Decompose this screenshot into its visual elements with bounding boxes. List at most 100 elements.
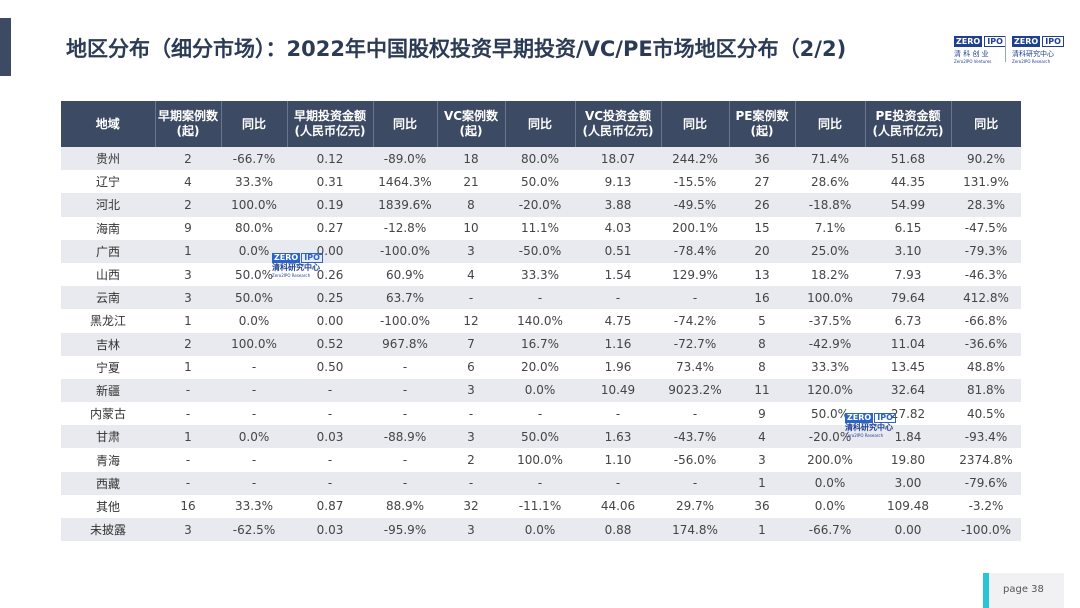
value-cell: 1 [729,518,795,542]
value-cell: 120.0% [795,378,865,403]
value-cell: 27 [729,170,795,194]
value-cell: 80.0% [505,147,575,171]
value-cell: 16 [729,286,795,310]
region-cell: 内蒙古 [61,402,155,426]
value-cell: 8 [729,355,795,379]
value-cell: 12 [437,309,505,333]
value-cell: 5 [729,309,795,333]
value-cell: -47.5% [951,216,1021,240]
value-cell: -93.4% [951,425,1021,449]
table-row: 河北 2 100.0% 0.19 1839.6% 8 -20.0% 3.88 -49.5% 26-… [61,193,1021,217]
value-cell: 100.0% [221,193,287,217]
value-cell: 0.31 [287,170,373,194]
value-cell: 18.2% [795,262,865,287]
value-cell: 1.63 [575,425,661,449]
value-cell: 26 [729,193,795,217]
table-row: 内蒙古 - - - - - - - -9 50.0% 27.82 40.5% [61,402,1021,426]
value-cell: - [437,402,505,426]
value-cell: -79.3% [951,239,1021,263]
column-header-line: (起) [459,124,483,138]
value-cell: 100.0% [221,332,287,356]
region-cell: 广西 [61,239,155,263]
value-cell: 1.54 [575,262,661,287]
value-cell: - [373,471,437,495]
watermark-en: Zero2IPO Research [845,433,884,438]
value-cell: 0.03 [287,518,373,542]
value-cell: 0.88 [575,518,661,542]
value-cell: 0.51 [575,239,661,263]
column-header-line: PE投资金额 [875,109,941,123]
zero2ipo-research-logo: ZERO IPO 清科研究中心 Zero2IPO Research [1012,36,1072,64]
region-distribution-table: 地域 早期案例数 (起) 同比 早期投资金额 (人民币亿元) 同比 VC案例数 (起) 同比 VC投… [61,101,1021,542]
column-header: PE案例数 (起) [728,101,795,147]
value-cell: -12.8% [373,216,437,240]
table-row: 西藏 - - - - - - - -1 0.0% 3.00 -79.6% [61,471,1021,495]
value-cell: 71.4% [795,147,865,171]
value-cell: -3.2% [951,494,1021,518]
value-cell: - [373,448,437,472]
page-number-box [989,573,1064,608]
watermark-cn: 清科研究中心 [845,423,893,432]
region-cell: 辽宁 [61,170,155,194]
value-cell: -72.7% [661,332,729,356]
value-cell: - [221,448,287,472]
value-cell: 10.49 [575,378,661,403]
value-cell: 2374.8% [951,448,1021,472]
value-cell: -78.4% [661,239,729,263]
value-cell: 16 [155,494,221,518]
value-cell: - [437,471,505,495]
value-cell: 1 [155,355,221,379]
value-cell: 2 [437,448,505,472]
logo-zero-text: ZERO [1012,36,1041,47]
value-cell: - [221,471,287,495]
value-cell: -66.7% [795,518,865,542]
watermark-cn: 清科研究中心 [272,263,320,272]
value-cell: 4.75 [575,309,661,333]
value-cell: 9023.2% [661,378,729,403]
value-cell: 11 [729,378,795,403]
value-cell: 6.73 [865,309,951,333]
column-header: 同比 [950,101,1021,147]
value-cell: - [661,286,729,310]
value-cell: - [575,471,661,495]
column-header: 同比 [660,101,729,147]
region-cell: 新疆 [61,378,155,403]
value-cell: - [373,378,437,403]
value-cell: - [221,355,287,379]
title-accent-bar [0,18,11,76]
value-cell: -11.1% [505,494,575,518]
value-cell: - [287,471,373,495]
value-cell: 0.0% [221,309,287,333]
table-row: 海南 9 80.0% 0.27 -12.8% 10 11.1% 4.03 200.1% 15 7.1… [61,216,1021,240]
value-cell: 1.10 [575,448,661,472]
value-cell: 36 [729,147,795,171]
value-cell: -66.8% [951,309,1021,333]
region-cell: 西藏 [61,471,155,495]
value-cell: 0.0% [795,494,865,518]
value-cell: 9 [155,216,221,240]
value-cell: 6 [437,355,505,379]
value-cell: 4 [437,262,505,287]
value-cell: 174.8% [661,518,729,542]
table-row: 山西 3 50.0% 0.26 60.9% 4 33.3% 1.54 129.9% 13 18.2%… [61,262,1021,287]
value-cell: -15.5% [661,170,729,194]
value-cell: - [437,286,505,310]
value-cell: - [505,471,575,495]
column-header-line: VC投资金额 [584,109,652,123]
value-cell: -62.5% [221,518,287,542]
value-cell: 40.5% [951,402,1021,426]
value-cell: 0.00 [287,309,373,333]
value-cell: 50.0% [505,170,575,194]
value-cell: -36.6% [951,332,1021,356]
value-cell: 131.9% [951,170,1021,194]
value-cell: 79.64 [865,286,951,310]
table-header: 地域 早期案例数 (起) 同比 早期投资金额 (人民币亿元) 同比 VC案例数 (起) 同比 VC投… [61,101,1021,147]
column-header: 同比 [220,101,287,147]
value-cell: 129.9% [661,262,729,287]
column-header: VC投资金额 (人民币亿元) [574,101,661,147]
value-cell: - [505,286,575,310]
value-cell: 80.0% [221,216,287,240]
value-cell: - [373,402,437,426]
value-cell: -88.9% [373,425,437,449]
value-cell: 412.8% [951,286,1021,310]
